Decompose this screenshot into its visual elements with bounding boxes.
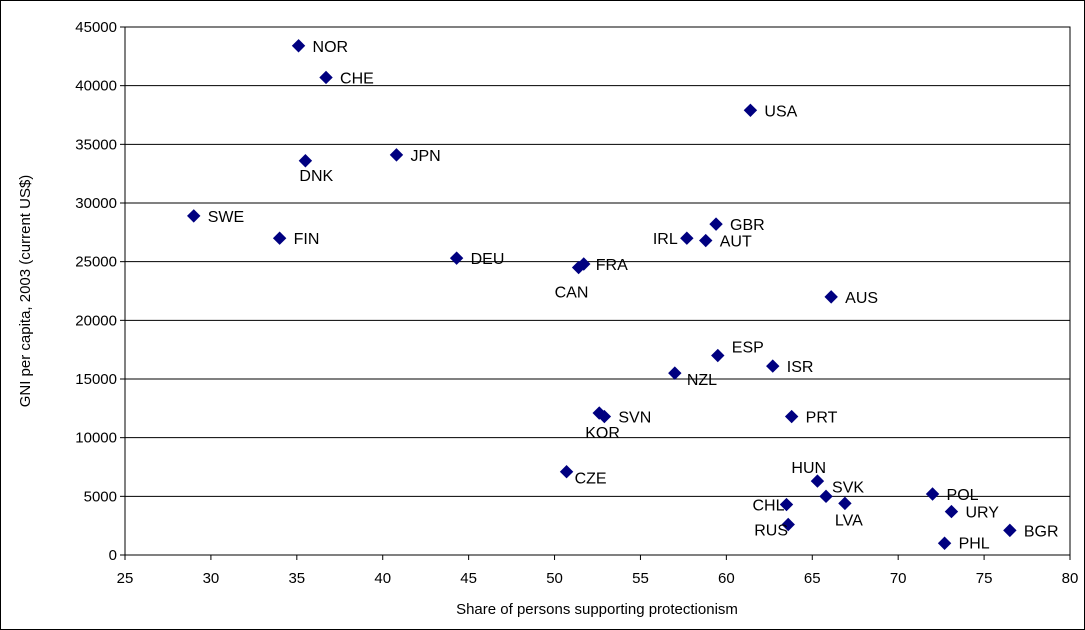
gridlines [125,85,1070,497]
data-point-aut [699,233,713,248]
data-point-prt [784,409,799,424]
axes [120,26,1071,560]
data-point-hun [810,474,825,488]
point-label-lva: LVA [835,512,863,529]
point-label-fra: FRA [596,257,628,274]
point-label-pol: POL [947,487,979,504]
data-point-irl [680,231,694,245]
tick-labels: 0 5000 10000 15000 20000 25000 30000 35000 40000… [75,19,1078,587]
data-point-aus [824,290,838,304]
data-point-isr [766,359,780,373]
data-point-cze [559,464,574,479]
y-tick-label-5000: 5000 [84,488,117,505]
point-label-rus: RUS [754,522,788,539]
y-tick-label-45000: 45000 [75,19,117,36]
point-label-prt: PRT [806,410,838,427]
y-tick-label-35000: 35000 [75,136,117,153]
plot-area [125,27,1070,555]
data-point-nzl [668,366,682,380]
y-tick-label-25000: 25000 [75,254,117,271]
x-tick-label-35: 35 [288,570,305,587]
x-tick-label-50: 50 [546,570,563,587]
data-point-che [319,70,333,85]
plot-border [124,26,1071,556]
point-label-usa: USA [764,103,797,120]
y-tick-label-10000: 10000 [75,430,117,447]
data-point-nor [291,39,306,53]
x-tick-label-45: 45 [460,570,477,587]
point-label-nzl: NZL [687,372,717,389]
y-tick-label-15000: 15000 [75,371,117,388]
x-tick-label-40: 40 [374,570,391,587]
point-label-svk: SVK [832,479,864,496]
point-label-can: CAN [555,285,589,302]
data-point-swe [187,209,201,223]
data-point-dnk [298,154,313,168]
y-tick-label-30000: 30000 [75,195,117,212]
point-label-gbr: GBR [730,217,765,234]
data-point-deu [449,251,464,265]
point-label-dnk: DNK [299,168,333,185]
point-label-isr: ISR [787,359,814,376]
x-tick-label-80: 80 [1062,570,1079,587]
data-point-fin [272,231,287,245]
point-labels: NOR CHE USA JPN DNK SWE GBR FIN IRL AUT DEU FRA CAN A… [208,39,1059,552]
x-tick-label-75: 75 [976,570,993,587]
point-label-deu: DEU [471,251,505,268]
point-label-bgr: BGR [1024,523,1059,540]
x-tick-label-60: 60 [718,570,735,587]
data-point-phl [937,536,952,550]
x-tick-label-70: 70 [890,570,907,587]
point-label-nor: NOR [313,39,349,56]
data-point-pol [925,487,940,501]
data-point-lva [838,496,852,511]
y-axis-title: GNI per capita, 2003 (current US$) [17,175,34,408]
data-point-svk [819,489,833,504]
x-axis-title: Share of persons supporting protectionis… [456,601,738,618]
data-points [187,39,1017,550]
y-tick-label-40000: 40000 [75,78,117,95]
point-label-aus: AUS [845,290,878,307]
x-tick-label-25: 25 [117,570,134,587]
point-label-aut: AUT [720,234,752,251]
data-point-usa [743,103,758,118]
data-point-bgr [1003,523,1017,538]
data-point-chl [779,497,794,512]
point-label-cze: CZE [575,471,607,488]
x-tick-label-55: 55 [632,570,649,587]
point-label-irl: IRL [653,231,678,248]
point-label-swe: SWE [208,209,244,226]
data-point-kor [592,406,606,420]
point-label-kor: KOR [585,425,620,442]
point-label-hun: HUN [791,460,826,477]
point-label-svn: SVN [618,410,651,427]
data-point-can [571,260,586,275]
point-label-fin: FIN [294,231,320,248]
data-point-ury [944,504,959,519]
point-label-che: CHE [340,70,374,87]
y-tick-label-20000: 20000 [75,312,117,329]
point-label-ury: URY [965,505,999,522]
data-point-jpn [389,148,404,162]
data-point-rus [781,517,795,532]
data-point-gbr [709,217,723,231]
point-label-jpn: JPN [410,148,440,165]
data-point-esp [711,348,725,363]
x-tick-label-30: 30 [203,570,220,587]
y-tick-label-0: 0 [109,547,117,564]
point-label-chl: CHL [753,498,785,515]
point-label-esp: ESP [732,340,764,357]
point-label-phl: PHL [959,535,990,552]
x-tick-label-65: 65 [804,570,821,587]
